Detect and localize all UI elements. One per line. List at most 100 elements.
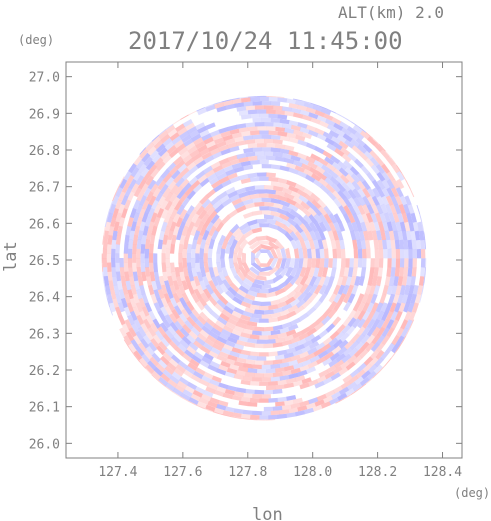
- negative-cell: [289, 231, 299, 242]
- positive-cell: [122, 284, 129, 295]
- positive-cell: [386, 267, 392, 277]
- negative-cell: [333, 122, 344, 131]
- positive-cell: [412, 258, 417, 268]
- negative-cell: [335, 353, 346, 363]
- positive-cell: [288, 150, 299, 157]
- positive-cell: [288, 304, 299, 313]
- negative-cell: [299, 230, 309, 242]
- negative-cell: [325, 118, 336, 127]
- positive-cell: [247, 155, 258, 161]
- positive-cell: [227, 142, 238, 149]
- positive-cell: [270, 410, 281, 416]
- positive-cell: [170, 271, 177, 282]
- negative-cell: [173, 332, 183, 343]
- negative-cell: [401, 230, 408, 241]
- positive-cell: [229, 364, 240, 371]
- negative-cell: [313, 230, 322, 241]
- negative-cell: [408, 258, 413, 268]
- positive-cell: [195, 300, 205, 311]
- positive-cell: [268, 351, 278, 357]
- negative-cell: [350, 138, 360, 148]
- negative-cell: [179, 339, 190, 349]
- negative-cell: [277, 396, 288, 403]
- positive-cell: [313, 348, 324, 357]
- negative-cell: [186, 381, 197, 390]
- negative-cell: [249, 286, 260, 294]
- negative-cell: [352, 204, 361, 215]
- negative-cell: [242, 198, 253, 206]
- negative-cell: [376, 171, 386, 182]
- positive-cell: [371, 230, 378, 241]
- negative-cell: [344, 139, 355, 149]
- negative-cell: [216, 262, 223, 273]
- negative-cell: [127, 248, 133, 259]
- positive-cell: [124, 319, 133, 330]
- negative-cell: [270, 198, 281, 204]
- positive-cell: [268, 317, 279, 323]
- negative-cell: [220, 347, 231, 355]
- positive-cell: [169, 192, 178, 203]
- negative-cell: [268, 113, 279, 119]
- negative-cell: [259, 206, 269, 211]
- positive-cell: [158, 341, 168, 352]
- positive-cell: [193, 288, 202, 299]
- positive-cell: [220, 214, 231, 225]
- negative-cell: [199, 258, 205, 268]
- negative-cell: [362, 258, 367, 268]
- negative-cell: [227, 286, 238, 297]
- positive-cell: [211, 180, 222, 189]
- positive-cell: [216, 386, 227, 394]
- negative-cell: [303, 339, 314, 348]
- negative-cell: [348, 347, 359, 358]
- negative-cell: [227, 234, 236, 246]
- positive-cell: [237, 247, 243, 259]
- positive-cell: [162, 351, 172, 362]
- positive-cell: [115, 212, 122, 223]
- positive-cell: [158, 130, 169, 140]
- negative-cell: [417, 221, 424, 232]
- positive-cell: [139, 310, 147, 321]
- negative-cell: [160, 337, 170, 348]
- negative-cell: [382, 221, 389, 232]
- negative-cell: [346, 126, 357, 135]
- positive-cell: [308, 292, 318, 303]
- positive-cell: [229, 314, 240, 323]
- negative-cell: [326, 190, 337, 201]
- positive-cell: [308, 267, 316, 278]
- positive-cell: [286, 310, 297, 319]
- positive-cell: [145, 142, 155, 152]
- positive-cell: [195, 243, 201, 254]
- positive-cell: [290, 367, 301, 375]
- negative-cell: [123, 170, 132, 181]
- positive-cell: [340, 360, 350, 370]
- positive-cell: [243, 392, 253, 399]
- negative-cell: [325, 344, 336, 354]
- negative-cell: [234, 166, 245, 173]
- positive-cell: [150, 183, 159, 194]
- negative-cell: [302, 292, 313, 302]
- positive-cell: [153, 157, 164, 168]
- positive-cell: [216, 354, 227, 363]
- positive-cell: [362, 248, 367, 259]
- positive-cell: [121, 208, 128, 219]
- positive-cell: [145, 267, 151, 277]
- negative-cell: [259, 113, 269, 118]
- positive-cell: [224, 275, 233, 286]
- positive-cell: [284, 110, 295, 117]
- negative-cell: [257, 155, 267, 160]
- negative-cell: [332, 141, 343, 151]
- positive-cell: [180, 150, 191, 160]
- negative-cell: [238, 285, 249, 294]
- positive-cell: [268, 193, 279, 200]
- negative-cell: [166, 288, 174, 299]
- positive-cell: [212, 288, 222, 299]
- negative-cell: [307, 347, 318, 355]
- positive-cell: [392, 212, 400, 223]
- negative-cell: [249, 176, 260, 182]
- negative-cell: [140, 338, 150, 349]
- positive-cell: [290, 354, 301, 362]
- positive-cell: [132, 262, 137, 273]
- positive-cell: [129, 297, 137, 309]
- positive-cell: [190, 280, 198, 291]
- positive-cell: [167, 275, 174, 286]
